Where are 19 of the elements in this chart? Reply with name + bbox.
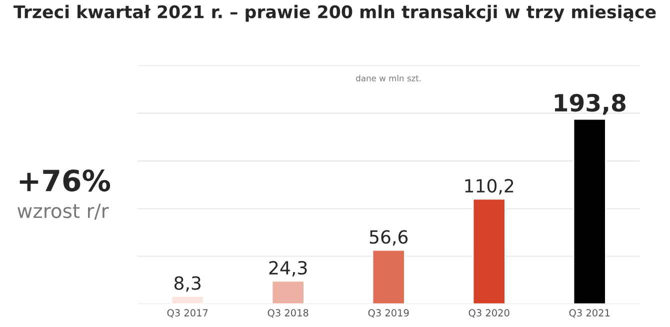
bar <box>170 295 204 304</box>
data-label: 8,3 <box>174 276 201 292</box>
bar <box>271 280 305 304</box>
data-label: 110,2 <box>465 178 514 194</box>
x-tick-label: Q3 2017 <box>167 309 208 318</box>
x-tick-label: Q3 2018 <box>268 309 308 318</box>
data-label: 24,3 <box>269 260 307 276</box>
data-label: 193,8 <box>554 94 626 115</box>
bar <box>472 198 506 304</box>
annotation: dane w mln szt. <box>356 74 421 82</box>
data-label: 56,6 <box>370 230 408 246</box>
text: +76% <box>20 170 110 192</box>
text: wzrost r/r <box>18 204 109 220</box>
bar <box>572 118 606 304</box>
chart-title: Trzeci kwartał 2021 r. – prawie 200 mln transakcji w trzy miesiące <box>14 4 656 22</box>
x-tick-label: Q3 2021 <box>569 309 610 318</box>
x-tick-label: Q3 2019 <box>368 309 409 318</box>
x-tick-label: Q3 2020 <box>468 309 510 318</box>
bar <box>372 249 406 304</box>
